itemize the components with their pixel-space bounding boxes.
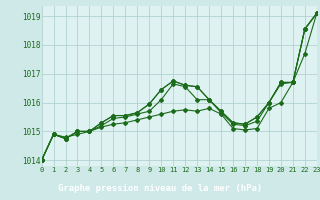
Text: Graphe pression niveau de la mer (hPa): Graphe pression niveau de la mer (hPa) — [58, 184, 262, 193]
